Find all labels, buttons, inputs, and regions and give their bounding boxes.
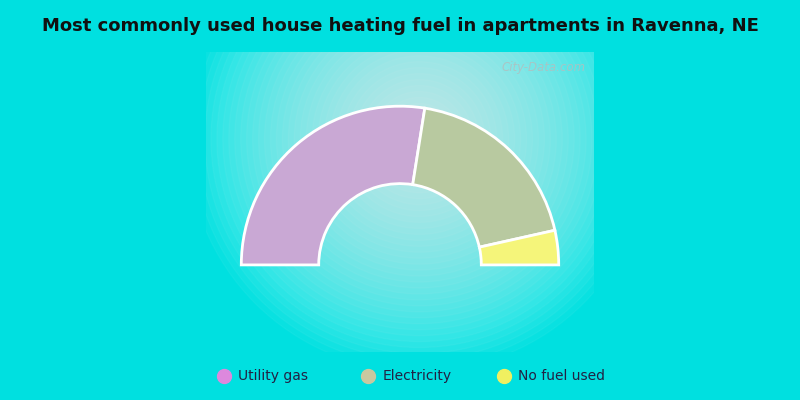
Text: Most commonly used house heating fuel in apartments in Ravenna, NE: Most commonly used house heating fuel in… — [42, 17, 758, 35]
Text: Utility gas: Utility gas — [238, 369, 309, 383]
Wedge shape — [413, 108, 555, 247]
Wedge shape — [242, 106, 425, 265]
Wedge shape — [479, 230, 558, 265]
Text: No fuel used: No fuel used — [518, 369, 606, 383]
Text: Electricity: Electricity — [382, 369, 451, 383]
Text: City-Data.com: City-Data.com — [502, 61, 586, 74]
